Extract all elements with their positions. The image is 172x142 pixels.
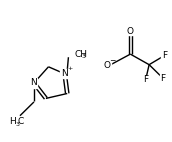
Bar bbox=[142, 76, 149, 83]
Text: 3: 3 bbox=[15, 122, 19, 127]
Text: O: O bbox=[104, 61, 111, 70]
Bar bbox=[161, 52, 168, 59]
Bar bbox=[31, 78, 37, 87]
Text: CH: CH bbox=[74, 50, 87, 59]
Text: +: + bbox=[67, 66, 72, 71]
Text: −: − bbox=[109, 56, 116, 65]
Text: 3: 3 bbox=[82, 54, 86, 59]
Text: O: O bbox=[127, 27, 134, 36]
Text: F: F bbox=[143, 75, 148, 84]
Bar bbox=[103, 61, 111, 70]
Text: N: N bbox=[31, 78, 37, 87]
Text: F: F bbox=[162, 51, 167, 60]
Bar bbox=[60, 69, 69, 78]
Text: H: H bbox=[9, 117, 16, 126]
Bar bbox=[160, 74, 166, 82]
Text: F: F bbox=[160, 74, 165, 83]
Text: C: C bbox=[17, 117, 24, 126]
Text: N: N bbox=[61, 69, 68, 78]
Bar bbox=[127, 28, 134, 35]
